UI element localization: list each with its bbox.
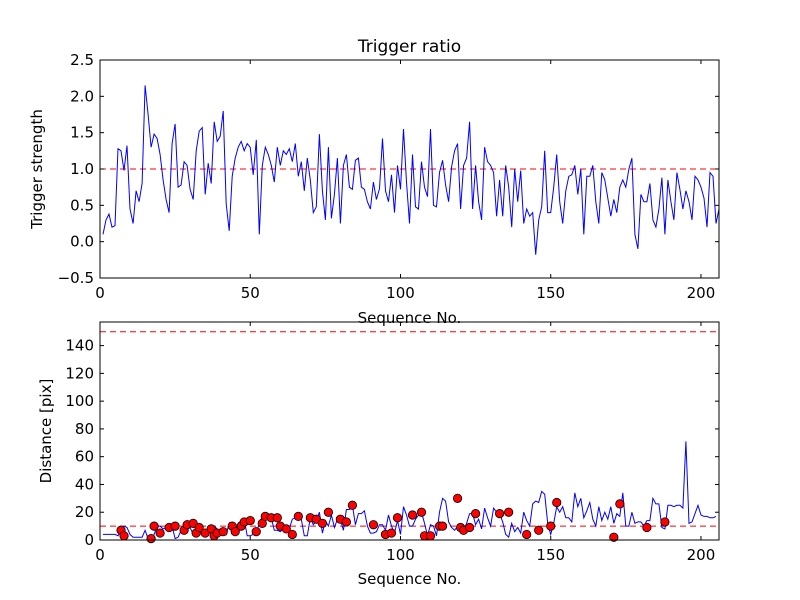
chart-title: Trigger ratio [357, 37, 461, 57]
data-point-marker [416, 507, 427, 517]
data-point-marker [272, 513, 282, 523]
y-tick-label: 0.5 [70, 196, 94, 214]
x-axis-label: Sequence No. [358, 309, 462, 327]
y-axis-label: Distance [pix] [37, 379, 55, 484]
data-point-marker [546, 521, 556, 531]
data-point-marker [317, 518, 327, 528]
y-tick-label: 1.0 [70, 160, 94, 178]
data-point-marker [615, 499, 625, 509]
y-tick-label: 100 [65, 392, 94, 410]
data-point-marker [452, 493, 463, 503]
data-point-marker [146, 534, 156, 544]
data-point-marker [534, 525, 544, 535]
data-point-marker [149, 521, 159, 531]
data-point-marker [323, 507, 333, 517]
y-tick-label: −0.5 [58, 269, 94, 287]
data-point-marker [281, 524, 291, 534]
distance-plot: 0 50 100 150 200 0 20 40 60 80 100 120 140 Sequence … [37, 321, 720, 588]
y-tick-label: 2.5 [70, 51, 94, 69]
data-point-marker [119, 531, 129, 541]
x-tick-label: 200 [687, 546, 716, 564]
x-tick-label: 50 [241, 546, 260, 564]
y-tick-label: 40 [75, 475, 94, 493]
x-tick-label: 0 [95, 546, 105, 564]
y-tick-label: 80 [75, 420, 94, 438]
data-point-marker [341, 517, 351, 527]
x-tick-label: 150 [536, 284, 565, 302]
data-point-marker [437, 521, 448, 531]
data-point-marker [245, 515, 255, 526]
data-point-marker [464, 522, 475, 533]
data-point-marker [251, 527, 261, 537]
x-tick-label: 100 [386, 546, 415, 564]
data-point-marker [368, 520, 379, 530]
trigger-ratio-plot: Trigger ratio 0 50 100 150 200 −0.5 0.0 0.5 1.0 1… [28, 37, 720, 327]
data-point-marker [552, 497, 562, 508]
data-point-marker [218, 527, 228, 537]
data-point-marker [392, 513, 403, 523]
data-point-marker [522, 529, 532, 540]
data-point-marker [660, 517, 670, 527]
y-tick-label: 140 [65, 337, 94, 355]
data-point-marker [194, 522, 204, 533]
plot-frame [99, 321, 720, 541]
data-point-marker [170, 521, 180, 531]
y-tick-label: 1.5 [70, 124, 94, 142]
data-point-marker [155, 528, 165, 538]
data-point-marker [504, 507, 514, 517]
data-point-marker [287, 529, 297, 540]
x-tick-label: 100 [386, 284, 415, 302]
x-tick-label: 50 [241, 284, 260, 302]
y-tick-label: 0 [84, 531, 94, 549]
data-series-line [102, 85, 719, 255]
data-point-marker [471, 509, 481, 519]
x-tick-label: 0 [95, 284, 105, 302]
y-tick-label: 0.0 [70, 233, 94, 251]
data-point-marker [642, 522, 652, 533]
y-axis-label: Trigger strength [28, 109, 46, 230]
data-point-marker [407, 510, 418, 520]
data-point-marker [230, 527, 240, 537]
y-tick-label: 120 [65, 364, 94, 382]
x-tick-label: 150 [536, 546, 565, 564]
data-point-marker [495, 509, 505, 519]
data-point-marker [293, 511, 303, 521]
y-tick-label: 2.0 [70, 87, 94, 105]
data-point-marker [609, 532, 619, 542]
data-point-marker [425, 531, 436, 541]
data-point-marker [386, 528, 397, 538]
data-point-marker [347, 500, 358, 510]
x-tick-label: 200 [687, 284, 716, 302]
y-tick-label: 60 [75, 448, 94, 466]
y-tick-label: 20 [75, 503, 94, 521]
x-axis-label: Sequence No. [358, 570, 462, 588]
